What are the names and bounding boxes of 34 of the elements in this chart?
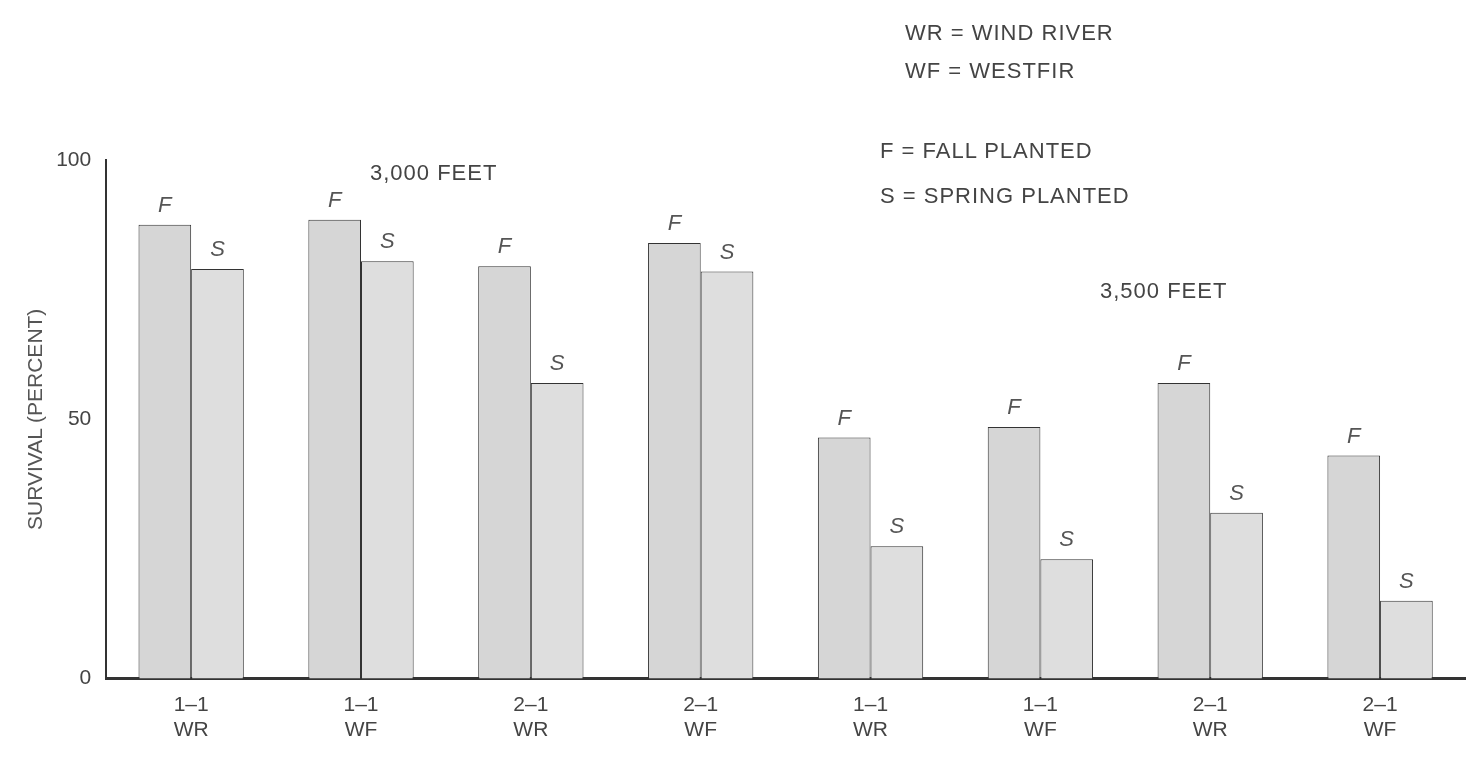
y-axis-title: SURVIVAL (PERCENT) — [23, 308, 47, 530]
text: F — [837, 404, 851, 430]
text: S — [719, 238, 735, 264]
text: F — [1007, 394, 1021, 420]
y-tick-label: 100 — [56, 146, 92, 170]
text: S — [889, 513, 905, 539]
y-tick-label: 0 — [79, 665, 92, 689]
x-tick-label: 2–1 WF — [1362, 692, 1398, 741]
text: F — [1347, 422, 1361, 448]
x-tick-label: 1–1 WR — [173, 692, 209, 741]
text: S — [210, 236, 225, 262]
text: F — [667, 210, 682, 236]
annotation: 3,000 FEET — [370, 160, 498, 186]
x-tick-label: 2–1 WF — [683, 692, 719, 741]
x-tick-label: 1–1 WR — [853, 692, 889, 741]
y-tick-label: 50 — [67, 406, 92, 430]
annotation: S = SPRING PLANTED — [880, 183, 1130, 209]
series-label: S — [1059, 526, 1075, 552]
text: WR = WIND RIVER — [905, 20, 1114, 46]
series-label: F — [497, 233, 513, 259]
text: S — [549, 350, 565, 376]
text: F — [158, 191, 172, 217]
text: S — [379, 228, 395, 254]
text: S — [1399, 567, 1414, 593]
x-tick-label: 1–1 WF — [343, 692, 379, 741]
x-tick-label: 2–1 WR — [513, 692, 549, 741]
x-tick-label: 2–1 WR — [1192, 692, 1228, 741]
text: F — [327, 186, 342, 212]
text: WF = WESTFIR — [905, 58, 1076, 84]
text: S — [1229, 479, 1244, 505]
annotation: F = FALL PLANTED — [880, 138, 1093, 164]
text: F — [1177, 350, 1191, 376]
x-tick-label: 1–1 WF — [1022, 692, 1058, 741]
annotation: 3,500 FEET — [1100, 278, 1228, 304]
